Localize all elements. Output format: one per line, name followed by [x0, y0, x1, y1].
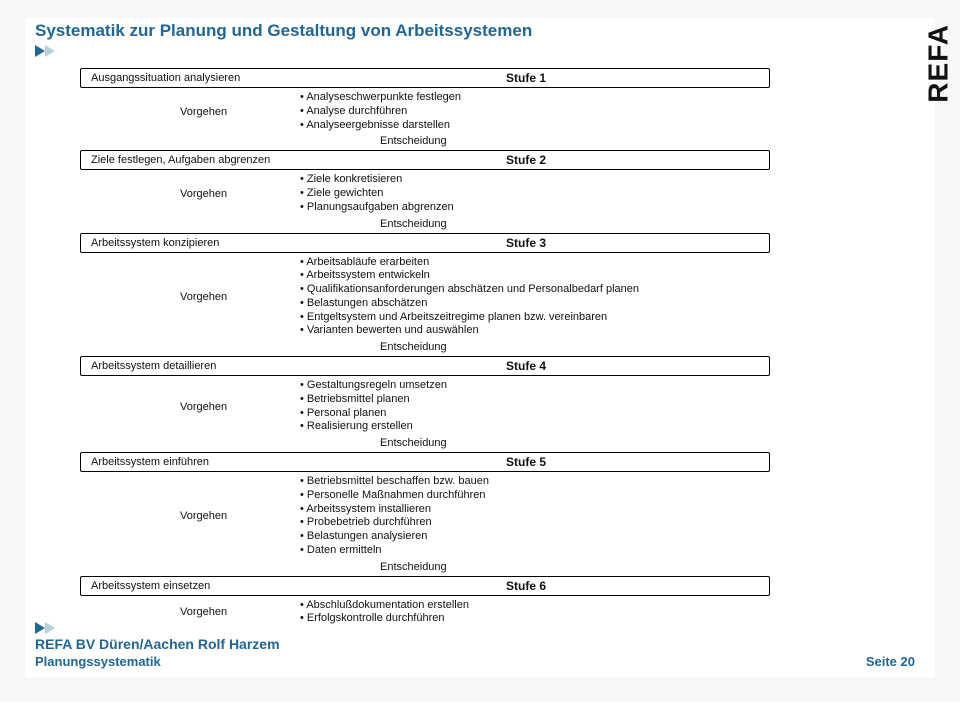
bullet-item: Gestaltungsregeln umsetzen — [300, 379, 447, 393]
bullet-item: Probebetrieb durchführen — [300, 516, 489, 530]
footer-page: Seite 20 — [866, 654, 915, 669]
vorgehen-row: VorgehenGestaltungsregeln umsetzenBetrie… — [80, 376, 770, 436]
stage-title: Arbeitssystem einsetzen — [91, 580, 210, 592]
stage-bullets: Analyseschwerpunkte festlegenAnalyse dur… — [300, 91, 461, 132]
bullet-item: Analyseergebnisse darstellen — [300, 119, 461, 133]
stage: Arbeitssystem detaillieren Stufe 4 Vorgehe… — [80, 356, 770, 450]
entscheidung-label: Entscheidung — [80, 134, 770, 148]
stage-number: Stufe 2 — [506, 153, 546, 167]
stage-bullets: Betriebsmittel beschaffen bzw. bauenPers… — [300, 475, 489, 558]
page-number: 20 — [901, 654, 915, 669]
triangle-icon — [35, 622, 45, 634]
triangle-icon — [45, 45, 55, 57]
stage-header: Arbeitssystem einführen Stufe 5 — [80, 452, 770, 472]
entscheidung-label: Entscheidung — [80, 560, 770, 574]
bullet-item: Ziele gewichten — [300, 187, 454, 201]
stage-header: Arbeitssystem konzipieren Stufe 3 — [80, 233, 770, 253]
stage-header: Arbeitssystem einsetzen Stufe 6 — [80, 576, 770, 596]
vorgehen-row: VorgehenAnalyseschwerpunkte festlegenAna… — [80, 88, 770, 134]
footer-text-topic: Planungssystematik — [35, 654, 280, 669]
bullet-item: Betriebsmittel beschaffen bzw. bauen — [300, 475, 489, 489]
stage-number: Stufe 4 — [506, 359, 546, 373]
footer-text-org: REFA BV Düren/Aachen Rolf Harzem — [35, 636, 280, 652]
vorgehen-label: Vorgehen — [180, 188, 300, 200]
title-decor — [35, 45, 55, 57]
bullet-item: Abschlußdokumentation erstellen — [300, 599, 469, 613]
bullet-item: Varianten bewerten und auswählen — [300, 324, 639, 338]
stage: Ausgangssituation analysieren Stufe 1 Vorg… — [80, 68, 770, 148]
bullet-item: Arbeitsabläufe erarbeiten — [300, 256, 639, 270]
page-title: Systematik zur Planung und Gestaltung vo… — [25, 18, 935, 41]
stage: Ziele festlegen, Aufgaben abgrenzen Stufe… — [80, 150, 770, 230]
footer: REFA BV Düren/Aachen Rolf Harzem Planung… — [35, 622, 915, 669]
bullet-item: Belastungen analysieren — [300, 530, 489, 544]
entscheidung-label: Entscheidung — [80, 340, 770, 354]
stage-title: Arbeitssystem konzipieren — [91, 237, 219, 249]
bullet-item: Belastungen abschätzen — [300, 297, 639, 311]
entscheidung-label: Entscheidung — [80, 217, 770, 231]
stage-number: Stufe 5 — [506, 455, 546, 469]
footer-left: REFA BV Düren/Aachen Rolf Harzem Planung… — [35, 622, 280, 669]
bullet-item: Analyseschwerpunkte festlegen — [300, 91, 461, 105]
bullet-item: Entgeltsystem und Arbeitszeitregime plan… — [300, 311, 639, 325]
vorgehen-label: Vorgehen — [180, 106, 300, 118]
stage-title: Ziele festlegen, Aufgaben abgrenzen — [91, 154, 270, 166]
triangle-icon — [45, 622, 55, 634]
vorgehen-row: VorgehenArbeitsabläufe erarbeitenArbeits… — [80, 253, 770, 341]
stage-header: Ziele festlegen, Aufgaben abgrenzen Stufe… — [80, 150, 770, 170]
bullet-item: Arbeitssystem installieren — [300, 503, 489, 517]
stage-number: Stufe 3 — [506, 236, 546, 250]
stage-bullets: Gestaltungsregeln umsetzenBetriebsmittel… — [300, 379, 447, 434]
vorgehen-label: Vorgehen — [180, 510, 300, 522]
entscheidung-label: Entscheidung — [80, 436, 770, 450]
bullet-item: Daten ermitteln — [300, 544, 489, 558]
stage-number: Stufe 6 — [506, 579, 546, 593]
stage-header: Ausgangssituation analysieren Stufe 1 — [80, 68, 770, 88]
bullet-item: Personelle Maßnahmen durchführen — [300, 489, 489, 503]
refa-logo: REFA — [923, 24, 955, 103]
stage-title: Arbeitssystem einführen — [91, 456, 209, 468]
vorgehen-row: VorgehenZiele konkretisierenZiele gewich… — [80, 170, 770, 216]
page-container: Systematik zur Planung und Gestaltung vo… — [25, 18, 935, 677]
bullet-item: Qualifikationsanforderungen abschätzen u… — [300, 283, 639, 297]
bullet-item: Arbeitssystem entwickeln — [300, 269, 639, 283]
stage-bullets: Arbeitsabläufe erarbeitenArbeitssystem e… — [300, 256, 639, 339]
stage-title: Arbeitssystem detaillieren — [91, 360, 216, 372]
vorgehen-label: Vorgehen — [180, 606, 300, 618]
stage: Arbeitssystem konzipieren Stufe 3 Vorgehen… — [80, 233, 770, 355]
stages-diagram: Ausgangssituation analysieren Stufe 1 Vorg… — [80, 68, 770, 630]
vorgehen-label: Vorgehen — [180, 401, 300, 413]
stage: Arbeitssystem einführenStufe 5VorgehenBe… — [80, 452, 770, 574]
vorgehen-row: VorgehenBetriebsmittel beschaffen bzw. b… — [80, 472, 770, 560]
bullet-item: Realisierung erstellen — [300, 420, 447, 434]
bullet-item: Analyse durchführen — [300, 105, 461, 119]
stage-title: Ausgangssituation analysieren — [91, 72, 240, 84]
bullet-item: Betriebsmittel planen — [300, 393, 447, 407]
footer-decor — [35, 622, 280, 634]
stage-number: Stufe 1 — [506, 71, 546, 85]
bullet-item: Ziele konkretisieren — [300, 173, 454, 187]
stage: Arbeitssystem einsetzen Stufe 6 VorgehenAb… — [80, 576, 770, 629]
triangle-icon — [35, 45, 45, 57]
stage-bullets: Ziele konkretisierenZiele gewichtenPlanu… — [300, 173, 454, 214]
bullet-item: Planungsaufgaben abgrenzen — [300, 201, 454, 215]
vorgehen-label: Vorgehen — [180, 291, 300, 303]
page-label: Seite — [866, 654, 897, 669]
stage-header: Arbeitssystem detaillieren Stufe 4 — [80, 356, 770, 376]
bullet-item: Personal planen — [300, 407, 447, 421]
